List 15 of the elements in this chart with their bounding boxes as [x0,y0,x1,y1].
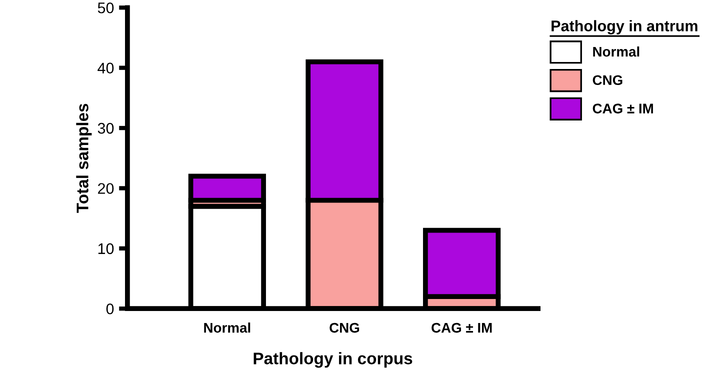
legend-title: Pathology in antrum [552,20,698,34]
x-axis-title: Pathology in corpus [254,352,412,368]
legend-label: Normal [593,46,640,57]
legend-label: CAG ± IM [592,104,653,114]
y-tick-label: 30 [98,122,114,134]
x-tick-label: Normal [204,322,250,333]
y-axis-title: Total samples [76,104,92,213]
legend-label: CNG [592,75,622,86]
x-tick-label: CAG ± IM [432,322,492,333]
y-tick-label: 0 [106,303,114,314]
y-tick-label: 20 [98,183,114,194]
y-tick-label: 50 [98,2,114,14]
y-tick-label: 10 [98,243,114,254]
x-tick-label: CNG [330,322,360,333]
y-tick-label: 40 [98,62,114,74]
